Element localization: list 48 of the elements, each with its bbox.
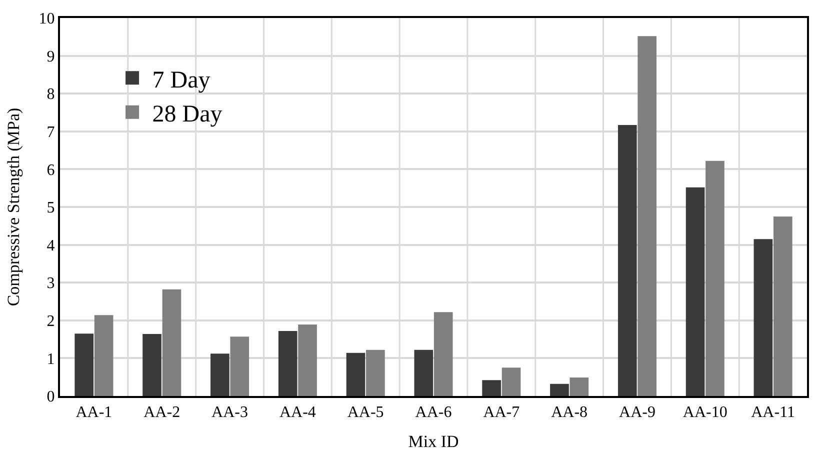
x-tick-label: AA-7	[483, 404, 520, 422]
x-tick-label: AA-11	[751, 404, 795, 422]
bar	[366, 350, 385, 396]
x-axis-title: Mix ID	[408, 432, 459, 452]
bar	[94, 315, 114, 396]
bar	[502, 368, 521, 396]
bar	[230, 336, 250, 396]
bar	[142, 334, 162, 396]
x-tick-label: AA-9	[619, 404, 656, 422]
bar	[74, 334, 94, 396]
legend-label: 28 Day	[152, 101, 222, 128]
bar	[434, 312, 453, 396]
y-tick-label: 7	[46, 124, 55, 141]
y-tick-label: 9	[46, 48, 55, 66]
x-tick-label: AA-6	[415, 404, 452, 422]
y-tick-label: 5	[46, 200, 55, 217]
bar	[482, 380, 501, 396]
bar	[570, 377, 589, 396]
bar	[414, 350, 434, 396]
y-tick-label: 1	[46, 350, 55, 368]
x-tick-label: AA-5	[347, 404, 384, 422]
y-tick-label: 2	[46, 313, 55, 330]
bar	[686, 187, 705, 396]
bar	[706, 160, 724, 396]
y-tick-label: 8	[46, 86, 55, 104]
y-tick-label: 6	[46, 162, 55, 179]
bar	[754, 239, 773, 396]
legend-label: 7 Day	[152, 67, 210, 94]
y-tick-label: 10	[38, 10, 55, 28]
y-axis-title: Compressive Strength (MPa)	[4, 108, 23, 306]
bar	[278, 330, 298, 396]
x-tick-label: AA-1	[76, 404, 112, 422]
bar	[550, 384, 569, 396]
y-tick-label: 3	[46, 275, 55, 292]
bar	[162, 289, 182, 396]
x-tick-label: AA-4	[279, 404, 316, 422]
y-tick-label: 0	[46, 388, 55, 406]
bar	[298, 324, 317, 396]
x-tick-label: AA-10	[682, 404, 728, 422]
bar	[638, 36, 656, 396]
bar	[210, 354, 230, 396]
y-tick-label: 4	[46, 237, 55, 254]
x-tick-label: AA-3	[212, 404, 248, 422]
bar	[346, 352, 366, 396]
bar	[773, 216, 792, 396]
x-tick-label: AA-2	[144, 404, 180, 422]
x-tick-label: AA-8	[551, 404, 588, 422]
bar	[618, 124, 637, 396]
